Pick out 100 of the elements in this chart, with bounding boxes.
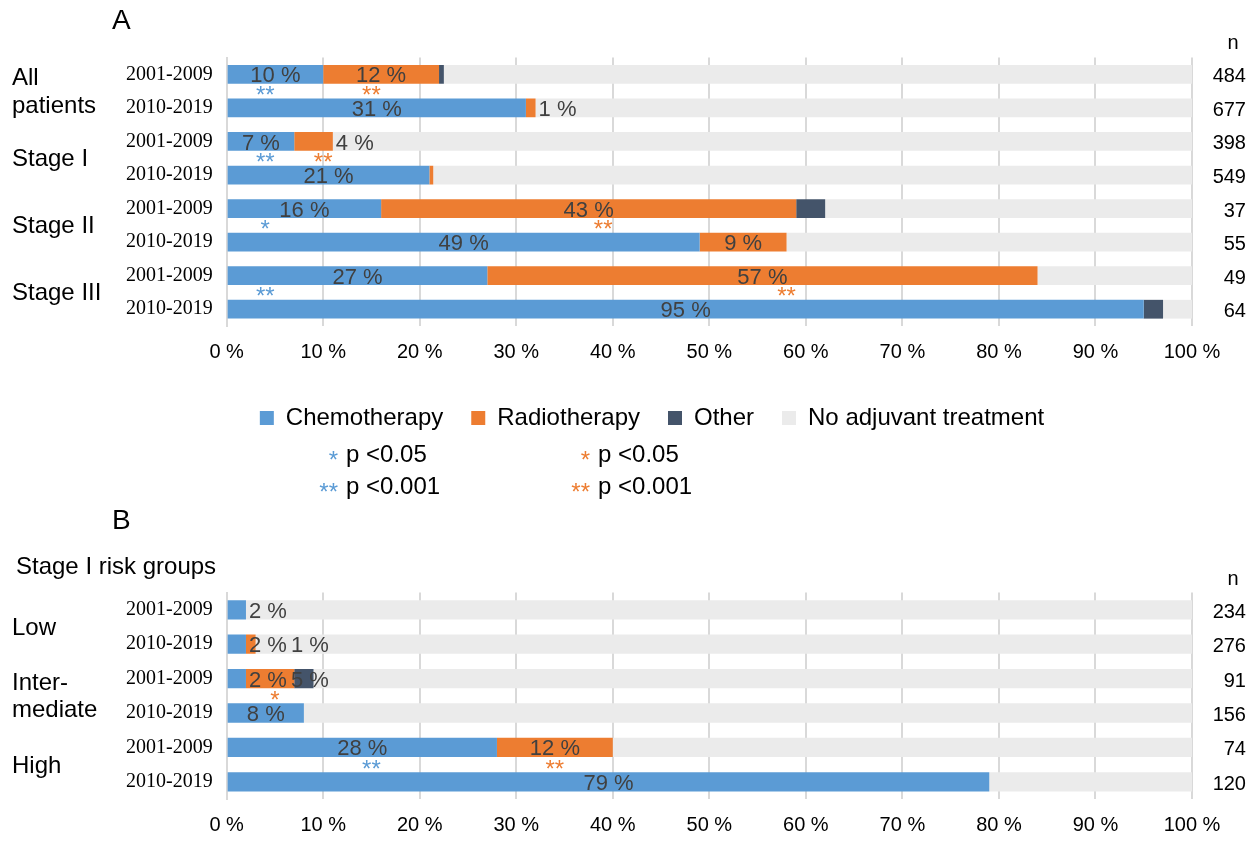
annotation: *: [260, 215, 270, 244]
text: p <0.001: [598, 472, 693, 500]
bar: [227, 266, 488, 286]
x-tick-label: 40 %: [590, 812, 636, 835]
text: *: [328, 446, 338, 474]
text: n: [1227, 30, 1239, 54]
data-label: 31 %: [351, 95, 402, 121]
x-tick-label: 100 %: [1163, 812, 1221, 835]
chart-title: B: [112, 503, 131, 535]
bar: [439, 64, 444, 84]
text: Low: [12, 613, 58, 641]
text: Inter-mediate: [12, 668, 99, 724]
y-tick-label: 2001-2009: [125, 128, 213, 151]
y-tick-label: 2010-2019: [125, 95, 213, 118]
x-tick-label: 80 %: [976, 812, 1022, 835]
bar: [612, 737, 1192, 758]
bar: [227, 772, 990, 792]
bar: [227, 98, 526, 118]
x-tick-label: 50 %: [686, 812, 733, 835]
y-tick-label: 2010-2019: [125, 700, 213, 723]
text: *: [580, 446, 590, 474]
text: Stage II: [12, 211, 96, 240]
y-tick-label: 2010-2019: [125, 769, 213, 792]
bar: [433, 165, 1192, 185]
text: 74: [1223, 736, 1246, 760]
data-label: 2 %: [248, 666, 287, 692]
data-label: 95 %: [660, 297, 711, 323]
bar: [1143, 299, 1164, 319]
text: n: [1227, 566, 1239, 590]
text: Stage III: [12, 278, 103, 307]
x-tick-label: 30 %: [493, 812, 540, 835]
chart-title: A: [112, 3, 131, 35]
x-tick-label: 70 %: [879, 339, 926, 362]
bar: [381, 199, 797, 218]
text: 398: [1212, 130, 1246, 154]
bar: [1037, 266, 1192, 286]
data-label: 16 %: [279, 196, 330, 222]
legend-label: Radiotherapy: [497, 402, 641, 430]
bar: [525, 98, 536, 118]
bar: [825, 199, 1192, 218]
y-tick-label: 2001-2009: [125, 597, 213, 620]
bar: [227, 737, 497, 758]
bar: [786, 232, 1192, 252]
bar: [429, 165, 434, 185]
text: **: [319, 478, 338, 506]
y-tick-label: 2001-2009: [125, 734, 213, 757]
text: 234: [1212, 599, 1246, 623]
x-tick-label: 30 %: [493, 339, 540, 362]
text: All patients: [12, 63, 98, 119]
y-tick-label: 2001-2009: [125, 195, 213, 218]
x-tick-label: 10 %: [300, 339, 347, 362]
data-label: 1 %: [290, 632, 329, 658]
text: p <0.05: [346, 440, 427, 468]
x-tick-label: 100 %: [1163, 339, 1221, 362]
bar: [487, 266, 1038, 286]
bar: [796, 199, 826, 218]
x-tick-label: 50 %: [686, 339, 733, 362]
data-label: 1 %: [538, 95, 577, 121]
data-label: 4 %: [335, 129, 374, 155]
text: 49: [1223, 265, 1246, 289]
y-tick-label: 2001-2009: [125, 262, 213, 285]
legend-label: Chemotherapy: [285, 402, 444, 430]
bar: [227, 600, 246, 620]
x-tick-label: 0 %: [209, 812, 245, 835]
x-tick-label: 0 %: [209, 339, 245, 362]
y-tick-label: 2010-2019: [125, 162, 213, 185]
x-tick-label: 80 %: [976, 339, 1022, 362]
data-label: 21 %: [303, 163, 354, 189]
x-tick-label: 60 %: [783, 339, 829, 362]
data-label: 49 %: [438, 230, 489, 256]
data-label: 79 %: [583, 769, 634, 795]
text: 549: [1212, 164, 1246, 188]
text: 55: [1223, 231, 1246, 255]
bar: [989, 772, 1192, 792]
text: 91: [1223, 668, 1246, 692]
x-tick-label: 40 %: [590, 339, 636, 362]
bar: [245, 600, 1192, 620]
text: 484: [1212, 63, 1246, 87]
bar: [227, 232, 700, 252]
legend-label: No adjuvant treatment: [808, 402, 1045, 430]
annotation: **: [255, 81, 275, 109]
x-tick-label: 90 %: [1072, 812, 1119, 835]
text: Stage I: [12, 144, 90, 173]
data-label: 9 %: [724, 230, 763, 256]
bar: [303, 703, 1192, 723]
data-label: 27 %: [332, 263, 383, 289]
text: p <0.001: [346, 472, 441, 500]
text: p <0.05: [598, 440, 679, 468]
x-tick-label: 90 %: [1072, 339, 1119, 362]
text: 64: [1223, 298, 1246, 322]
x-tick-label: 20 %: [396, 339, 443, 362]
text: 37: [1223, 198, 1246, 222]
annotation: **: [255, 282, 275, 311]
text: **: [571, 478, 590, 506]
y-tick-label: 2010-2019: [125, 229, 213, 252]
x-tick-label: 70 %: [879, 812, 926, 835]
x-tick-label: 10 %: [300, 812, 347, 835]
bar: [1163, 299, 1192, 319]
text: 156: [1212, 702, 1246, 726]
text: Stage I risk groups: [16, 552, 217, 580]
